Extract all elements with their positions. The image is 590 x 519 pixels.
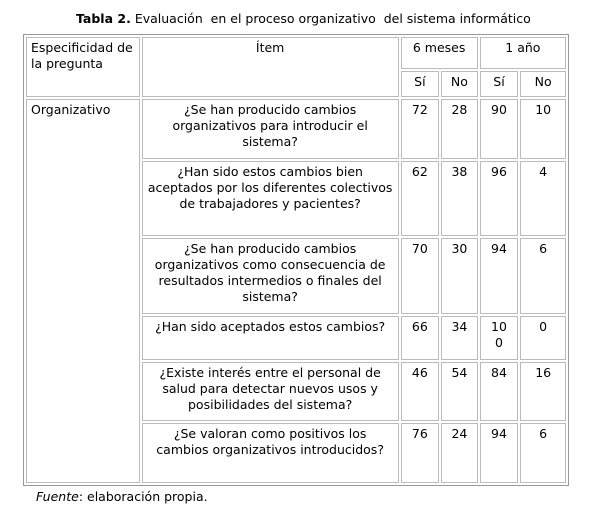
item-cell: ¿Se han producido cambios organizativos … xyxy=(141,99,399,159)
row: ¿Se han producido cambios organizativos … xyxy=(26,238,566,314)
title-label: Tabla 2. xyxy=(76,11,131,26)
value-cell: 6 xyxy=(520,423,566,483)
table: Especificidad de la pregunta Ítem 6 mese… xyxy=(23,34,569,486)
header-cell: No xyxy=(441,71,478,97)
header-cell: 1 año xyxy=(479,37,566,69)
value-cell: 24 xyxy=(441,423,478,483)
source-text: : elaboración propia. xyxy=(78,489,208,504)
value-cell: 72 xyxy=(400,99,440,159)
row: ¿Se valoran como positivos los cambios o… xyxy=(26,423,566,483)
value-cell: 34 xyxy=(441,316,478,360)
title-text: Evaluación en el proceso organizativo de… xyxy=(134,11,531,26)
row: ¿Existe interés entre el personal de sal… xyxy=(26,362,566,421)
value-cell: 4 xyxy=(520,161,566,236)
value-cell: 94 xyxy=(479,238,519,314)
row: ¿Han sido estos cambios bien aceptados p… xyxy=(26,161,566,236)
header-cell: 6 meses xyxy=(400,37,478,69)
table-title: Tabla 2. Evaluación en el proceso organi… xyxy=(76,11,531,26)
value-cell: 76 xyxy=(400,423,440,483)
value-cell: 0 xyxy=(520,316,566,360)
source-label: Fuente xyxy=(36,489,79,504)
value-cell: 54 xyxy=(441,362,478,421)
header-cell: No xyxy=(520,71,566,97)
item-cell: ¿Han sido estos cambios bien aceptados p… xyxy=(141,161,399,236)
value-cell: 16 xyxy=(520,362,566,421)
value-cell: 96 xyxy=(479,161,519,236)
value-cell: 62 xyxy=(400,161,440,236)
item-cell: ¿Existe interés entre el personal de sal… xyxy=(141,362,399,421)
value-cell: 38 xyxy=(441,161,478,236)
header-cell: Sí xyxy=(479,71,519,97)
value-cell: 6 xyxy=(520,238,566,314)
header-cell: Ítem xyxy=(141,37,399,97)
value-cell: 66 xyxy=(400,316,440,360)
header-cell: Especificidad de la pregunta xyxy=(26,37,140,97)
value-cell: 10 xyxy=(520,99,566,159)
header-cell: Sí xyxy=(400,71,440,97)
value-cell: 70 xyxy=(400,238,440,314)
footer: Fuente: elaboración propia. xyxy=(36,489,208,504)
value-cell: 46 xyxy=(400,362,440,421)
value-cell: 30 xyxy=(441,238,478,314)
value-cell: 84 xyxy=(479,362,519,421)
value-cell: 90 xyxy=(479,99,519,159)
item-cell: ¿Se valoran como positivos los cambios o… xyxy=(141,423,399,483)
value-cell: 28 xyxy=(441,99,478,159)
row: Organizativo ¿Se han producido cambios or… xyxy=(26,99,566,483)
row: ¿Han sido aceptados estos cambios? 66 34 10… xyxy=(26,316,566,360)
value-cell: 100 xyxy=(479,316,519,360)
group-cell: Organizativo xyxy=(26,99,140,483)
item-cell: ¿Se han producido cambios organizativos … xyxy=(141,238,399,314)
item-cell: ¿Han sido aceptados estos cambios? xyxy=(141,316,399,360)
value-cell: 94 xyxy=(479,423,519,483)
